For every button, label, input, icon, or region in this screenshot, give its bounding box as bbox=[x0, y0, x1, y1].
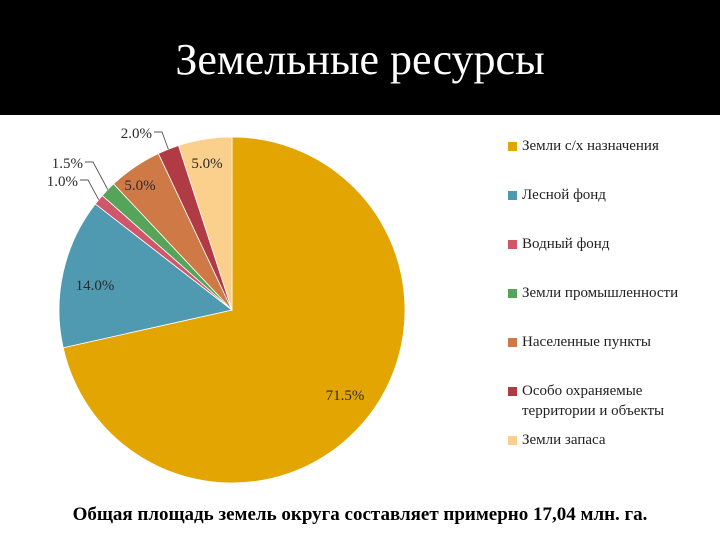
legend-label: Водный фонд bbox=[522, 236, 610, 252]
legend: Земли с/х назначения Лесной фонд Водный фо… bbox=[508, 138, 678, 448]
pie-slice bbox=[58, 203, 233, 349]
slice-value-label: 5.0% bbox=[124, 178, 155, 194]
legend-swatch bbox=[508, 191, 517, 200]
leader-line bbox=[85, 161, 109, 190]
slice-value-label: 1.5% bbox=[52, 156, 83, 172]
legend-label: Земли с/х назначения bbox=[522, 138, 659, 154]
leader-line bbox=[154, 131, 169, 150]
legend-label: Земли запаса bbox=[522, 432, 606, 448]
legend-label: Особо охраняемые территории и объекты bbox=[522, 383, 664, 419]
legend-swatch bbox=[508, 338, 517, 347]
slice-value-label: 1.0% bbox=[47, 174, 78, 190]
legend-label: Земли промышленности bbox=[522, 285, 678, 301]
pie-slice bbox=[62, 136, 406, 484]
leader-line bbox=[80, 179, 100, 200]
pie-slices bbox=[58, 136, 406, 484]
slice-value-label: 5.0% bbox=[191, 156, 222, 172]
legend-swatch bbox=[508, 289, 517, 298]
slice-value-label: 2.0% bbox=[121, 126, 152, 142]
footer-note: Общая площадь земель округа составляет п… bbox=[72, 504, 648, 525]
legend-label: Населенные пункты bbox=[522, 334, 651, 350]
pie-slice bbox=[178, 136, 233, 311]
legend-swatch bbox=[508, 142, 517, 151]
legend-swatch bbox=[508, 240, 517, 249]
slice-labels: 71.5% 14.0% 1.0% 1.5% 5.0% 2.0% 5.0% bbox=[47, 126, 365, 404]
slice-value-label: 14.0% bbox=[76, 278, 115, 294]
slice-value-label: 71.5% bbox=[326, 388, 365, 404]
pie-chart: 71.5% 14.0% 1.0% 1.5% 5.0% 2.0% 5.0% Земли с/х… bbox=[47, 126, 678, 484]
slide-title: Земельные ресурсы bbox=[175, 35, 545, 84]
legend-swatch bbox=[508, 436, 517, 445]
leader-lines bbox=[80, 131, 169, 200]
title-bar: Земельные ресурсы bbox=[0, 0, 720, 115]
legend-swatch bbox=[508, 387, 517, 396]
legend-label: Лесной фонд bbox=[522, 187, 606, 203]
